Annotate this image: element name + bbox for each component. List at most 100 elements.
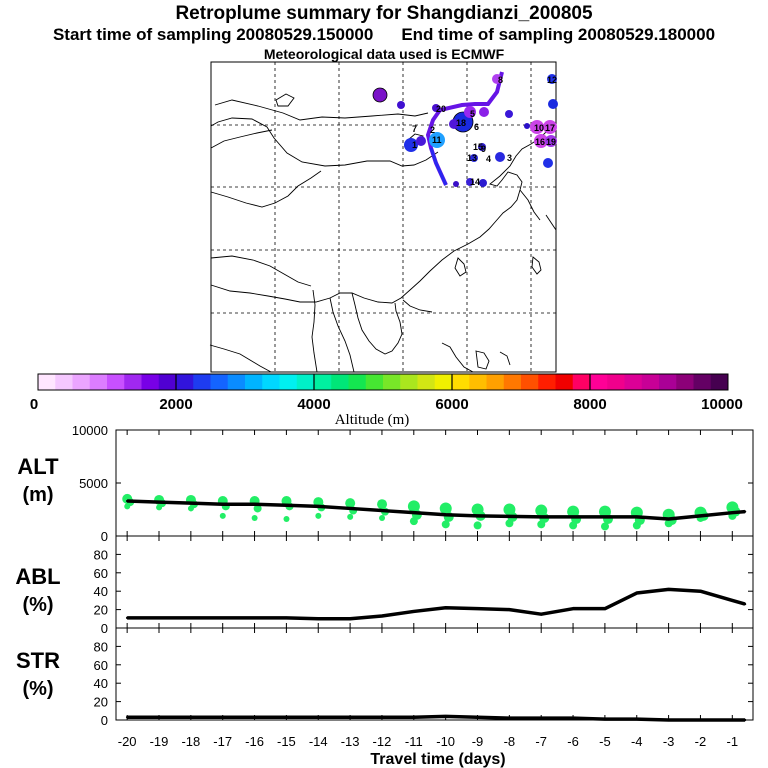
colorbar-cell (486, 374, 505, 390)
alt-panel-label: ALT (17, 454, 59, 479)
colorbar-cell (55, 374, 73, 390)
x-tick-label: -3 (663, 734, 675, 749)
x-tick-label: -12 (373, 734, 392, 749)
plume-cluster-marker (495, 152, 505, 162)
colorbar-cell (383, 374, 401, 390)
altitude-cluster-point (377, 499, 388, 510)
plume-cluster-marker (547, 74, 557, 84)
x-tick-label: -11 (405, 734, 423, 749)
colorbar-tick-label: 10000 (701, 396, 743, 413)
str-data-point (253, 716, 256, 719)
altitude-cluster-point (569, 521, 578, 530)
alt-data-point (253, 503, 256, 506)
map-frame (210, 61, 557, 373)
x-tick-label: -14 (309, 734, 328, 749)
plume-label: 18 (456, 118, 466, 128)
altitude-colorbar: 0 2000 4000 6000 8000 10000 Altitude (m) (30, 373, 743, 428)
altitude-cluster-point (219, 512, 226, 519)
map-coastlines (209, 93, 557, 373)
str-data-point (125, 716, 129, 719)
colorbar-cell (107, 374, 125, 390)
colorbar-cell (227, 374, 246, 390)
sampling-times: Start time of sampling 20080529.150000 En… (0, 25, 768, 45)
plume-cluster-marker (478, 143, 486, 151)
altitude-cluster-point (439, 502, 452, 515)
x-axis-title: Travel time (days) (370, 751, 505, 768)
plume-cluster-marker (464, 106, 476, 118)
altitude-cluster-point (441, 520, 450, 529)
str-data-point (157, 716, 161, 719)
plume-label: 14 (470, 177, 480, 187)
retroplume-map: 1 2 3 4 5 6 7 8 9 10 11 12 13 14 15 16 1… (209, 61, 558, 373)
colorbar-cell (348, 374, 367, 390)
abl-data-point (571, 607, 575, 610)
str-data-point (667, 718, 670, 722)
alt-data-point (635, 515, 638, 519)
abl-data-point (317, 617, 320, 620)
altitude-cluster-point (600, 522, 609, 531)
colorbar-cell (279, 374, 298, 390)
abl-data-point (221, 616, 224, 620)
altitude-cluster-point (345, 498, 356, 509)
colorbar-cell (400, 374, 418, 390)
met-data-label: Meteorological data used is ECMWF (263, 46, 505, 62)
colorbar-tick-label: 0 (30, 396, 38, 413)
plume-cluster-marker (543, 120, 557, 134)
str-data-point (380, 716, 384, 719)
alt-y-tick-label: 10000 (72, 423, 108, 438)
plume-label: 7 (412, 124, 417, 134)
x-tick-label: -2 (695, 734, 707, 749)
colorbar-cell (521, 374, 539, 390)
x-tick-label: -17 (213, 734, 232, 749)
abl-data-point (635, 591, 638, 595)
abl-data-point (189, 616, 193, 620)
plume-cluster-marker (466, 178, 474, 186)
x-tick-label: -9 (472, 734, 484, 749)
alt-data-point (412, 511, 415, 514)
x-tick-label: -16 (245, 734, 264, 749)
plume-label: 19 (546, 137, 556, 147)
str-data-point (635, 717, 638, 721)
abl-data-point (412, 610, 415, 613)
map-graticule (211, 62, 556, 372)
plume-centroid-path-low (429, 147, 448, 186)
plume-label: 9 (481, 144, 486, 154)
plume-cluster-marker (449, 119, 459, 129)
abl-data-point (285, 616, 288, 620)
altitude-cluster-point (347, 513, 354, 520)
str-y-tick-label: 60 (94, 658, 108, 673)
abl-y-tick-label: 80 (94, 547, 108, 562)
plume-cluster-marker (505, 110, 513, 118)
colorbar-cell (624, 374, 643, 390)
colorbar-cell (331, 374, 349, 390)
abl-panel-frame (115, 535, 754, 629)
plume-cluster-marker (479, 107, 489, 117)
alt-data-point (571, 515, 575, 519)
abl-data-point (125, 616, 129, 620)
colorbar-tick-label: 4000 (297, 396, 330, 413)
str-data-point (539, 716, 543, 720)
alt-data-point (731, 511, 734, 514)
altitude-cluster-point (124, 503, 131, 510)
altitude-cluster-point (251, 514, 258, 521)
colorbar-cell (417, 374, 436, 390)
str-data-point (603, 717, 607, 721)
str-panel-label: STR (16, 648, 60, 673)
altitude-cluster-point (187, 505, 194, 512)
alt-data-point (125, 499, 129, 503)
colorbar-cell (607, 374, 625, 390)
colorbar-cell (262, 374, 280, 390)
colorbar-cell (641, 374, 660, 390)
alt-panel-frame (115, 429, 754, 537)
str-data-point (412, 716, 415, 719)
str-series-line (127, 714, 746, 722)
altitude-cluster-point (407, 500, 420, 513)
colorbar-tick-label: 2000 (159, 396, 192, 413)
str-data-point (285, 716, 288, 719)
alt-data-point (603, 515, 607, 519)
altitude-cluster-point (379, 514, 386, 521)
plume-label: 4 (486, 154, 491, 164)
colorbar-cell (89, 374, 108, 390)
altitude-cluster-point (156, 504, 163, 511)
altitude-cluster-point (283, 516, 290, 523)
